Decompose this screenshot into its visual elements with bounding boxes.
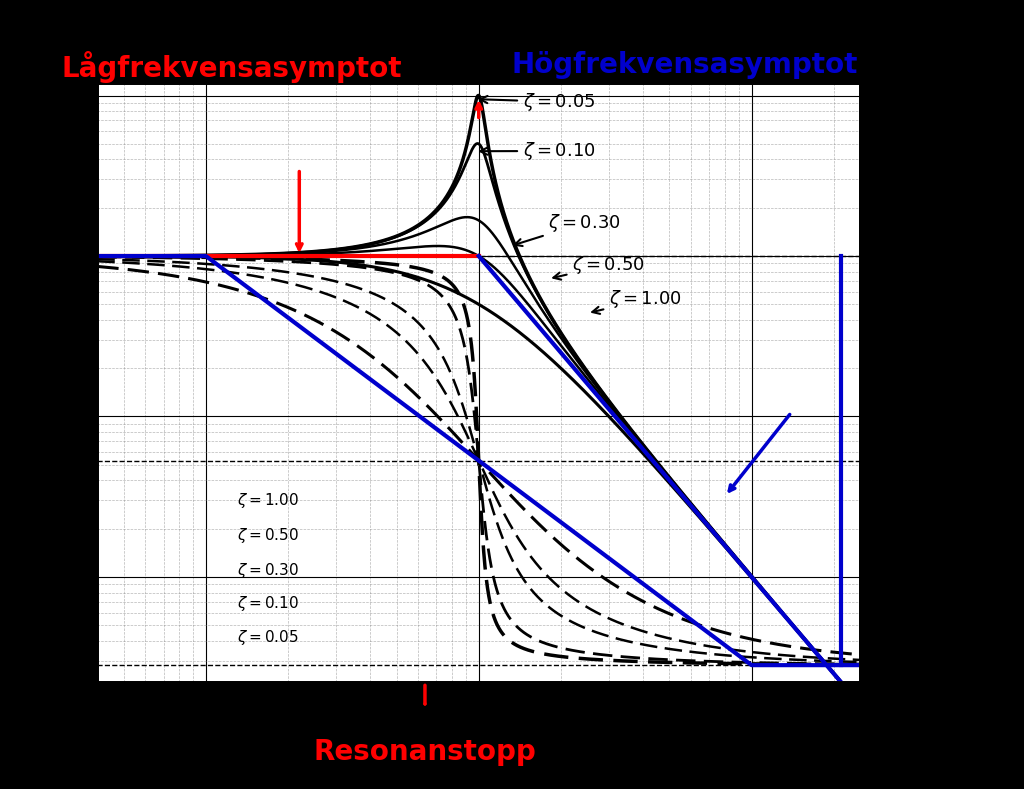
Text: $\zeta = 0.30$: $\zeta = 0.30$ — [515, 211, 621, 246]
Text: $\zeta = 1.00$: $\zeta = 1.00$ — [237, 491, 299, 510]
Text: $\zeta = 0.10$: $\zeta = 0.10$ — [480, 140, 595, 162]
Y-axis label: $|G|$: $|G|$ — [7, 367, 33, 398]
Text: Lågfrekvensasymptot: Lågfrekvensasymptot — [61, 51, 402, 84]
Text: $\zeta = 0.30$: $\zeta = 0.30$ — [237, 561, 299, 580]
Text: $\zeta = 0.50$: $\zeta = 0.50$ — [237, 526, 299, 545]
Text: $\zeta = 1.00$: $\zeta = 1.00$ — [592, 288, 682, 314]
Text: $\zeta = 0.05$: $\zeta = 0.05$ — [480, 91, 595, 113]
X-axis label: $\omega$(rad/s): $\omega$(rad/s) — [428, 720, 529, 742]
Text: $\zeta = 0.50$: $\zeta = 0.50$ — [553, 254, 645, 279]
Text: Högfrekvensasymptot: Högfrekvensasymptot — [512, 51, 858, 79]
Text: $\zeta = 0.10$: $\zeta = 0.10$ — [237, 594, 299, 613]
Text: $\mathrm{arg}\,G$: $\mathrm{arg}\,G$ — [867, 53, 927, 77]
Text: $\zeta = 0.05$: $\zeta = 0.05$ — [237, 628, 299, 647]
Text: Resonanstopp: Resonanstopp — [313, 738, 537, 765]
